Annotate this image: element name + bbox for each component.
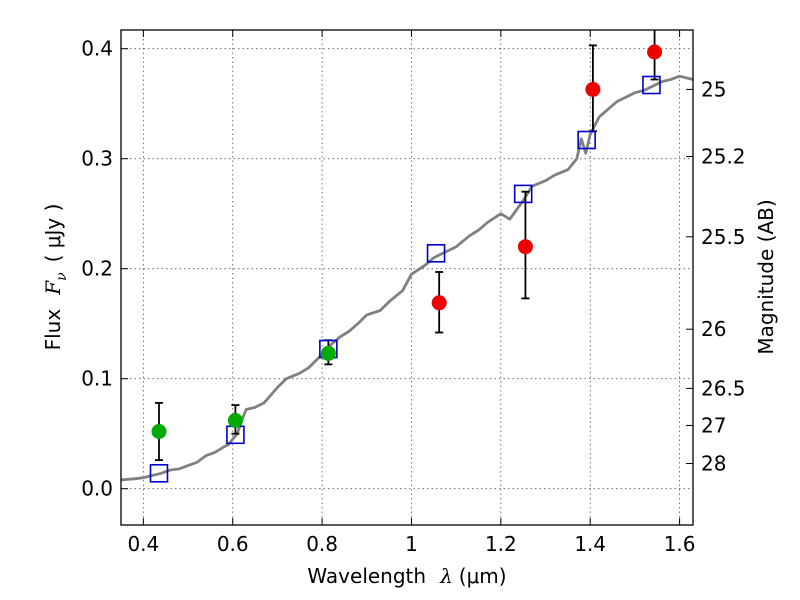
y-tick-label: 0.3 [81, 147, 113, 171]
nir-detection-point [647, 44, 663, 60]
x-tick-label: 1.2 [485, 532, 517, 556]
model-photometry-square [426, 244, 446, 263]
x-tick-label: 0.8 [306, 532, 338, 556]
model-photometry-square [642, 75, 661, 95]
x-axis-label: Wavelength λ (μm) [307, 564, 506, 588]
y-axis-label-unit: ( μJy ) [41, 204, 65, 263]
y-axis-ticks: 0.0 0.1 0.2 0.3 0.4 [81, 37, 128, 501]
y-axis-label: Flux Fν ( μJy ) [41, 204, 70, 351]
magnitude-tick-label: 25.5 [701, 225, 746, 249]
plot-area [121, 30, 693, 483]
magnitude-axis-label: Magnitude (AB) [754, 199, 778, 354]
y-tick-label: 0.2 [81, 257, 113, 281]
optical-detection-point [151, 424, 167, 439]
x-axis-label-symbol: λ [439, 564, 453, 588]
data-series [121, 30, 693, 483]
nir-detection-point [585, 81, 601, 97]
magnitude-tick-label: 25 [701, 77, 726, 101]
y-tick-label: 0.0 [81, 477, 113, 501]
plot-frame [120, 29, 694, 526]
model-photometry-square [149, 463, 169, 483]
magnitude-tick-label: 26.5 [701, 376, 746, 400]
x-axis-ticks: 0.4 0.6 0.8 1 1.2 1.4 1.6 [127, 30, 696, 556]
model-photometry-square [513, 184, 533, 204]
magnitude-tick-label: 26 [701, 317, 726, 341]
grid-lines [121, 30, 693, 525]
magnitude-tick-label: 27 [701, 413, 726, 437]
model-photometry-square [577, 130, 596, 150]
magnitude-tick-label: 25.2 [701, 145, 746, 169]
x-tick-label: 1.4 [574, 532, 606, 556]
nir-detection-point [431, 295, 447, 311]
x-tick-label: 0.6 [217, 532, 249, 556]
y-axis-label-text: Flux [41, 309, 65, 351]
sed-model-line [121, 74, 693, 482]
x-axis-label-unit: (μm) [459, 564, 507, 588]
x-tick-label: 1 [405, 532, 418, 556]
magnitude-axis-ticks: 25 25.2 25.5 26 26.5 27 28 [686, 77, 746, 476]
optical-detection-point [320, 345, 336, 361]
x-tick-label: 0.4 [127, 532, 159, 556]
y-tick-label: 0.4 [81, 37, 113, 61]
x-tick-label: 1.6 [664, 532, 696, 556]
y-tick-label: 0.1 [81, 367, 113, 391]
nir-detection-point [517, 239, 533, 255]
optical-detection-point [227, 413, 243, 428]
magnitude-tick-label: 28 [701, 452, 726, 476]
y-axis-label-subscript: ν [54, 272, 70, 281]
y-axis-label-symbol: F [41, 280, 65, 296]
x-axis-label-text: Wavelength [307, 564, 426, 588]
